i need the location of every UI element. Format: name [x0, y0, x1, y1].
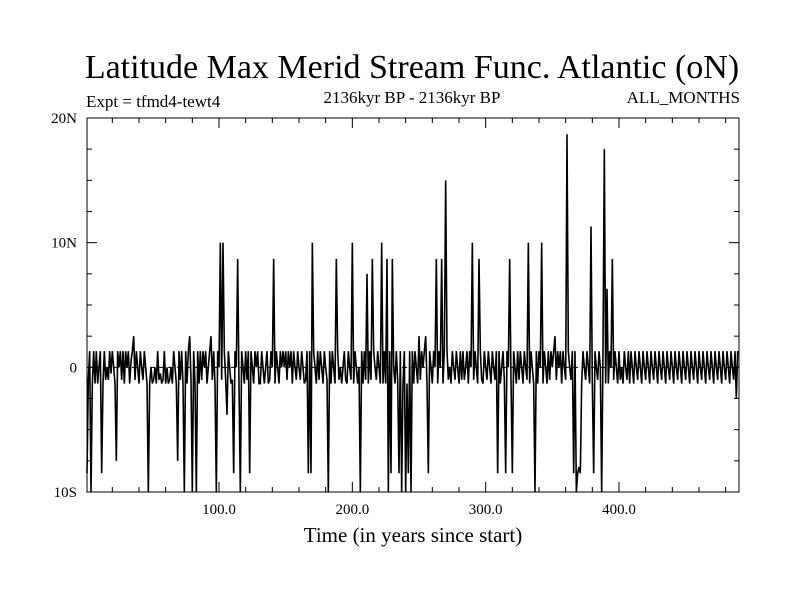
period-label: 2136kyr BP - 2136kyr BP — [324, 88, 501, 107]
y-tick-label: 10S — [54, 485, 77, 501]
series-layer — [86, 134, 739, 493]
x-tick-label: 100.0 — [202, 502, 236, 518]
y-tick-label: 0 — [70, 360, 78, 376]
x-axis-label: Time (in years since start) — [304, 523, 523, 547]
y-tick-label: 20N — [51, 111, 77, 127]
months-label: ALL_MONTHS — [627, 88, 740, 107]
x-tick-label: 200.0 — [335, 502, 369, 518]
x-tick-label: 300.0 — [469, 502, 503, 518]
ticks-layer: 10S 0 10N 20N 100.0 200.0 300.0 400.0 — [51, 111, 739, 518]
chart-title: Latitude Max Merid Stream Func. Atlantic… — [85, 49, 739, 86]
x-tick-label: 400.0 — [602, 502, 636, 518]
y-tick-label: 10N — [51, 236, 77, 252]
experiment-label: Expt = tfmd4-tewt4 — [86, 92, 221, 111]
series-line — [86, 134, 739, 493]
